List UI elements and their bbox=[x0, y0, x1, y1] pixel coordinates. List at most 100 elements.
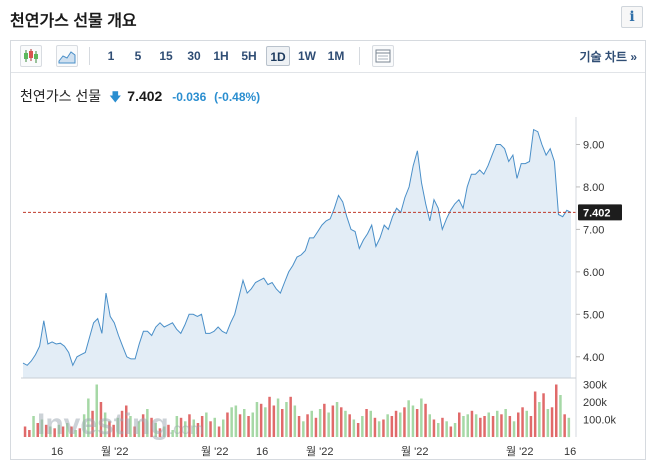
volume-bar bbox=[323, 403, 326, 438]
volume-bar bbox=[184, 421, 187, 438]
volume-bar bbox=[238, 414, 242, 438]
current-price-tag: 7.402 bbox=[578, 204, 622, 221]
volume-bar bbox=[508, 416, 512, 437]
volume-bar bbox=[542, 393, 545, 438]
technical-chart-link[interactable]: 기술 차트 » bbox=[579, 50, 637, 64]
volume-bar bbox=[167, 424, 170, 438]
price-tick-label: 9.00 bbox=[583, 139, 604, 151]
volume-bar bbox=[525, 410, 528, 438]
volume-bar bbox=[61, 426, 65, 437]
date-axis: 16 월 '22 월 '22 16 월 '22 월 '22 월 '22 16 bbox=[51, 445, 576, 458]
volume-bar bbox=[268, 396, 271, 438]
candlestick-icon-glyph bbox=[24, 49, 38, 63]
volume-bar bbox=[264, 407, 267, 438]
volume-bar bbox=[44, 424, 48, 438]
volume-bar bbox=[386, 414, 389, 438]
volume-bar bbox=[120, 410, 124, 438]
volume-bar bbox=[259, 403, 263, 438]
volume-bar bbox=[567, 417, 571, 438]
price-change: -0.036 bbox=[172, 90, 207, 104]
volume-bar bbox=[99, 402, 103, 437]
volume-bar bbox=[432, 419, 436, 437]
volume-bar bbox=[82, 414, 86, 438]
volume-bar bbox=[40, 419, 44, 437]
price-chart[interactable]: Investing.com 9.00 8.00 7.00 6.00 5.00 4.00 3… bbox=[11, 107, 645, 467]
volume-bar bbox=[365, 409, 368, 437]
timeframe-1h[interactable]: 1H bbox=[213, 49, 229, 63]
volume-bar bbox=[546, 409, 550, 437]
price-tick-label: 4.00 bbox=[583, 352, 604, 364]
price-tick-label: 8.00 bbox=[583, 182, 604, 194]
volume-bar bbox=[504, 409, 507, 437]
timeframe-5[interactable]: 5 bbox=[134, 49, 142, 63]
investing-watermark: Investing.com bbox=[37, 408, 203, 441]
last-price: 7.402 bbox=[127, 88, 163, 104]
volume-bar bbox=[369, 410, 372, 438]
volume-bar bbox=[559, 395, 562, 437]
date-tick-label: 월 '22 bbox=[306, 445, 334, 458]
volume-bar bbox=[453, 423, 457, 437]
date-tick-label: 월 '22 bbox=[101, 445, 129, 458]
volume-bar bbox=[415, 409, 419, 437]
volume-bar bbox=[424, 403, 427, 438]
volume-bar bbox=[310, 410, 313, 438]
volume-bar bbox=[192, 419, 195, 437]
timeframe-15[interactable]: 15 bbox=[159, 49, 173, 63]
date-tick-label: 16 bbox=[564, 446, 576, 458]
volume-bar bbox=[91, 410, 94, 438]
volume-bar bbox=[550, 407, 554, 438]
date-tick-label: 16 bbox=[51, 446, 63, 458]
candlestick-icon[interactable] bbox=[20, 45, 42, 67]
volume-bar bbox=[466, 414, 469, 438]
volume-bar bbox=[234, 405, 238, 437]
volume-bar bbox=[217, 426, 221, 437]
area-chart-icon[interactable] bbox=[56, 45, 78, 67]
volume-bar bbox=[340, 407, 343, 438]
volume-bar bbox=[521, 407, 524, 438]
down-arrow-icon: 🡇 bbox=[109, 90, 122, 104]
volume-bar bbox=[491, 416, 495, 437]
timeframe-5h[interactable]: 5H bbox=[241, 49, 257, 63]
volume-bar bbox=[226, 412, 229, 437]
volume-bar bbox=[74, 430, 77, 437]
volume-bar bbox=[129, 416, 132, 437]
page-header: 천연가스 선물 개요 i bbox=[0, 0, 655, 34]
volume-bar bbox=[108, 421, 111, 438]
volume-bar bbox=[125, 405, 128, 437]
volume-bar bbox=[133, 426, 136, 437]
timeframe-1d[interactable]: 1D bbox=[266, 46, 290, 66]
toolbar-separator bbox=[359, 47, 360, 65]
price-area-fill bbox=[23, 129, 571, 378]
timeframe-30[interactable]: 30 bbox=[187, 49, 201, 63]
volume-bar bbox=[462, 416, 465, 437]
timeframe-1w[interactable]: 1W bbox=[298, 49, 316, 63]
volume-bar bbox=[327, 412, 330, 437]
volume-bar bbox=[289, 396, 292, 438]
table-icon-glyph bbox=[375, 49, 391, 63]
volume-bar bbox=[348, 414, 351, 438]
volume-bar bbox=[196, 423, 200, 437]
volume-bar bbox=[529, 416, 533, 437]
volume-bar bbox=[399, 412, 402, 437]
timeframe-1m[interactable]: 1M bbox=[327, 49, 345, 63]
volume-bar bbox=[78, 428, 82, 438]
price-line bbox=[22, 128, 572, 367]
timeframe-1[interactable]: 1 bbox=[107, 49, 115, 63]
volume-bar bbox=[95, 384, 98, 437]
volume-bar bbox=[179, 417, 183, 438]
volume-bar bbox=[281, 409, 284, 437]
volume-bar bbox=[479, 417, 482, 438]
volume-bar bbox=[146, 409, 149, 437]
volume-bar bbox=[517, 412, 520, 437]
volume-axis: 300k 200k 100.0k bbox=[583, 380, 617, 427]
volume-bar bbox=[247, 416, 250, 437]
volume-bar bbox=[297, 416, 301, 437]
info-icon[interactable]: i bbox=[621, 6, 643, 28]
date-tick-label: 월 '22 bbox=[201, 445, 229, 458]
volume-bar bbox=[49, 426, 52, 437]
volume-bar bbox=[213, 417, 216, 438]
volume-bar bbox=[314, 417, 318, 438]
volume-bar bbox=[445, 421, 448, 438]
volume-bar bbox=[407, 400, 410, 438]
table-icon[interactable] bbox=[372, 45, 394, 67]
